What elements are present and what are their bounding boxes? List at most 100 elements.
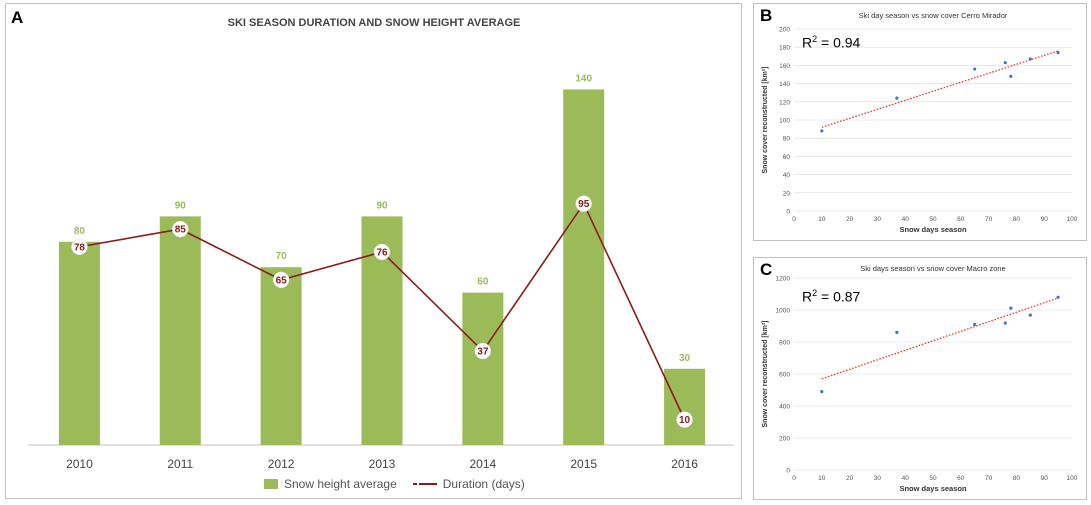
legend-label-snow-height: Snow height average	[284, 477, 397, 491]
panel-a-letter: A	[11, 8, 24, 27]
bar-2012	[260, 267, 302, 445]
duration-marker-2012	[272, 271, 290, 289]
x-tick-label: 60	[957, 216, 965, 223]
scatter-point	[1009, 74, 1013, 78]
bar-2015	[563, 89, 605, 446]
y-tick-label: 1000	[776, 308, 791, 315]
x-tick-label: 80	[1013, 216, 1021, 223]
y-tick-label: 180	[779, 45, 790, 52]
x-tick-label-2012: 2012	[268, 457, 295, 471]
x-tick-label: 100	[1067, 475, 1078, 482]
x-tick-label: 20	[846, 475, 854, 482]
duration-label-2013: 76	[376, 247, 388, 258]
x-axis-label: Snow days season	[899, 225, 967, 234]
scatter-point	[1028, 57, 1032, 61]
x-tick-label: 40	[902, 216, 910, 223]
duration-marker-2010	[71, 238, 88, 256]
bar-line-chart: SKI SEASON DURATION AND SNOW HEIGHT AVER…	[28, 17, 734, 471]
y-tick-label: 200	[779, 27, 790, 34]
y-tick-label: 20	[783, 190, 791, 197]
x-tick-label: 70	[985, 216, 993, 223]
bar-2010	[58, 241, 100, 445]
x-tick-label-2015: 2015	[570, 457, 597, 471]
x-axis-label: Snow days season	[899, 484, 967, 493]
legend-item-snow-height: Snow height average	[264, 477, 397, 491]
y-tick-label: 160	[779, 63, 790, 70]
duration-label-2010: 78	[74, 242, 86, 253]
legend-label-duration: Duration (days)	[442, 477, 525, 491]
x-tick-label-2014: 2014	[470, 457, 497, 471]
scatter-point	[895, 96, 899, 100]
y-tick-label: 80	[783, 136, 791, 143]
x-tick-label: 30	[874, 216, 882, 223]
x-tick-label: 40	[902, 475, 910, 482]
panel-c: C Ski days season vs snow cover Macro zo…	[753, 257, 1087, 500]
x-tick-label: 70	[985, 475, 993, 482]
bar-label-2012: 70	[276, 251, 288, 262]
y-tick-label: 600	[779, 372, 790, 379]
bar-label-2016: 30	[679, 353, 691, 364]
scatter-title: Ski day season vs snow cover Cerro Mirad…	[859, 11, 1008, 20]
scatter-chart-cerro-mirador: Ski day season vs snow cover Cerro Mirad…	[762, 11, 1078, 234]
panel-c-letter: C	[760, 260, 773, 279]
bar-label-2011: 90	[175, 200, 187, 211]
y-tick-label: 0	[786, 468, 790, 475]
legend-line-swatch-icon	[412, 483, 437, 485]
y-tick-label: 100	[779, 118, 790, 125]
bar-2014	[462, 292, 504, 445]
duration-label-2011: 85	[175, 225, 187, 236]
y-axis-label: Snow cover reconstructed [km²]	[762, 67, 769, 174]
legend-item-duration: Duration (days)	[412, 477, 525, 491]
chart-title: SKI SEASON DURATION AND SNOW HEIGHT AVER…	[228, 17, 521, 29]
scatter-point	[973, 67, 977, 71]
bar-2011	[159, 216, 201, 445]
y-axis-label: Snow cover reconstructed [km²]	[762, 321, 769, 428]
x-tick-label: 80	[1013, 475, 1021, 482]
y-tick-label: 0	[786, 209, 790, 216]
x-tick-label: 60	[957, 475, 965, 482]
y-tick-label: 200	[779, 436, 790, 443]
scatter-point	[973, 322, 977, 326]
x-tick-label-2011: 2011	[167, 457, 193, 471]
duration-label-2015: 95	[578, 199, 590, 210]
x-tick-label: 0	[792, 475, 796, 482]
trendline	[821, 50, 1059, 128]
x-tick-label: 100	[1067, 216, 1078, 223]
chart-legend: Snow height average Duration (days)	[264, 477, 525, 491]
y-tick-label: 800	[779, 340, 790, 347]
scatter-point	[895, 330, 899, 334]
duration-marker-2016	[676, 411, 693, 428]
duration-marker-2015	[575, 195, 592, 212]
legend-bar-swatch-icon	[264, 479, 278, 489]
duration-marker-2011	[172, 220, 189, 238]
x-tick-label-2010: 2010	[66, 457, 93, 471]
scatter-point	[1056, 51, 1060, 55]
scatter-point	[820, 129, 824, 133]
r2-label-c: R2 = 0.87	[802, 288, 861, 305]
x-tick-label: 20	[846, 216, 854, 223]
y-tick-label: 400	[779, 404, 790, 411]
panel-a: A SKI SEASON DURATION AND SNOW HEIGHT AV…	[5, 3, 742, 499]
scatter-point	[820, 390, 824, 394]
scatter-point	[1009, 306, 1013, 310]
y-tick-label: 60	[783, 154, 791, 161]
y-tick-label: 120	[779, 99, 790, 106]
x-tick-label-2016: 2016	[671, 457, 698, 471]
scatter-point	[1028, 313, 1032, 317]
scatter-point	[1003, 61, 1007, 65]
x-tick-label: 90	[1041, 216, 1049, 223]
duration-label-2016: 10	[679, 415, 691, 426]
x-tick-label: 30	[874, 475, 882, 482]
r2-label-b: R2 = 0.94	[802, 34, 861, 51]
scatter-point	[1056, 295, 1060, 299]
duration-label-2012: 65	[276, 275, 288, 286]
bar-label-2014: 60	[477, 277, 489, 288]
x-tick-label: 50	[929, 216, 937, 223]
y-tick-label: 140	[779, 81, 790, 88]
x-tick-label: 10	[818, 475, 826, 482]
y-tick-label: 40	[783, 172, 791, 179]
x-tick-label: 90	[1041, 475, 1049, 482]
bar-label-2015: 140	[575, 73, 592, 84]
x-tick-label: 0	[792, 216, 796, 223]
bar-2016	[664, 368, 706, 445]
